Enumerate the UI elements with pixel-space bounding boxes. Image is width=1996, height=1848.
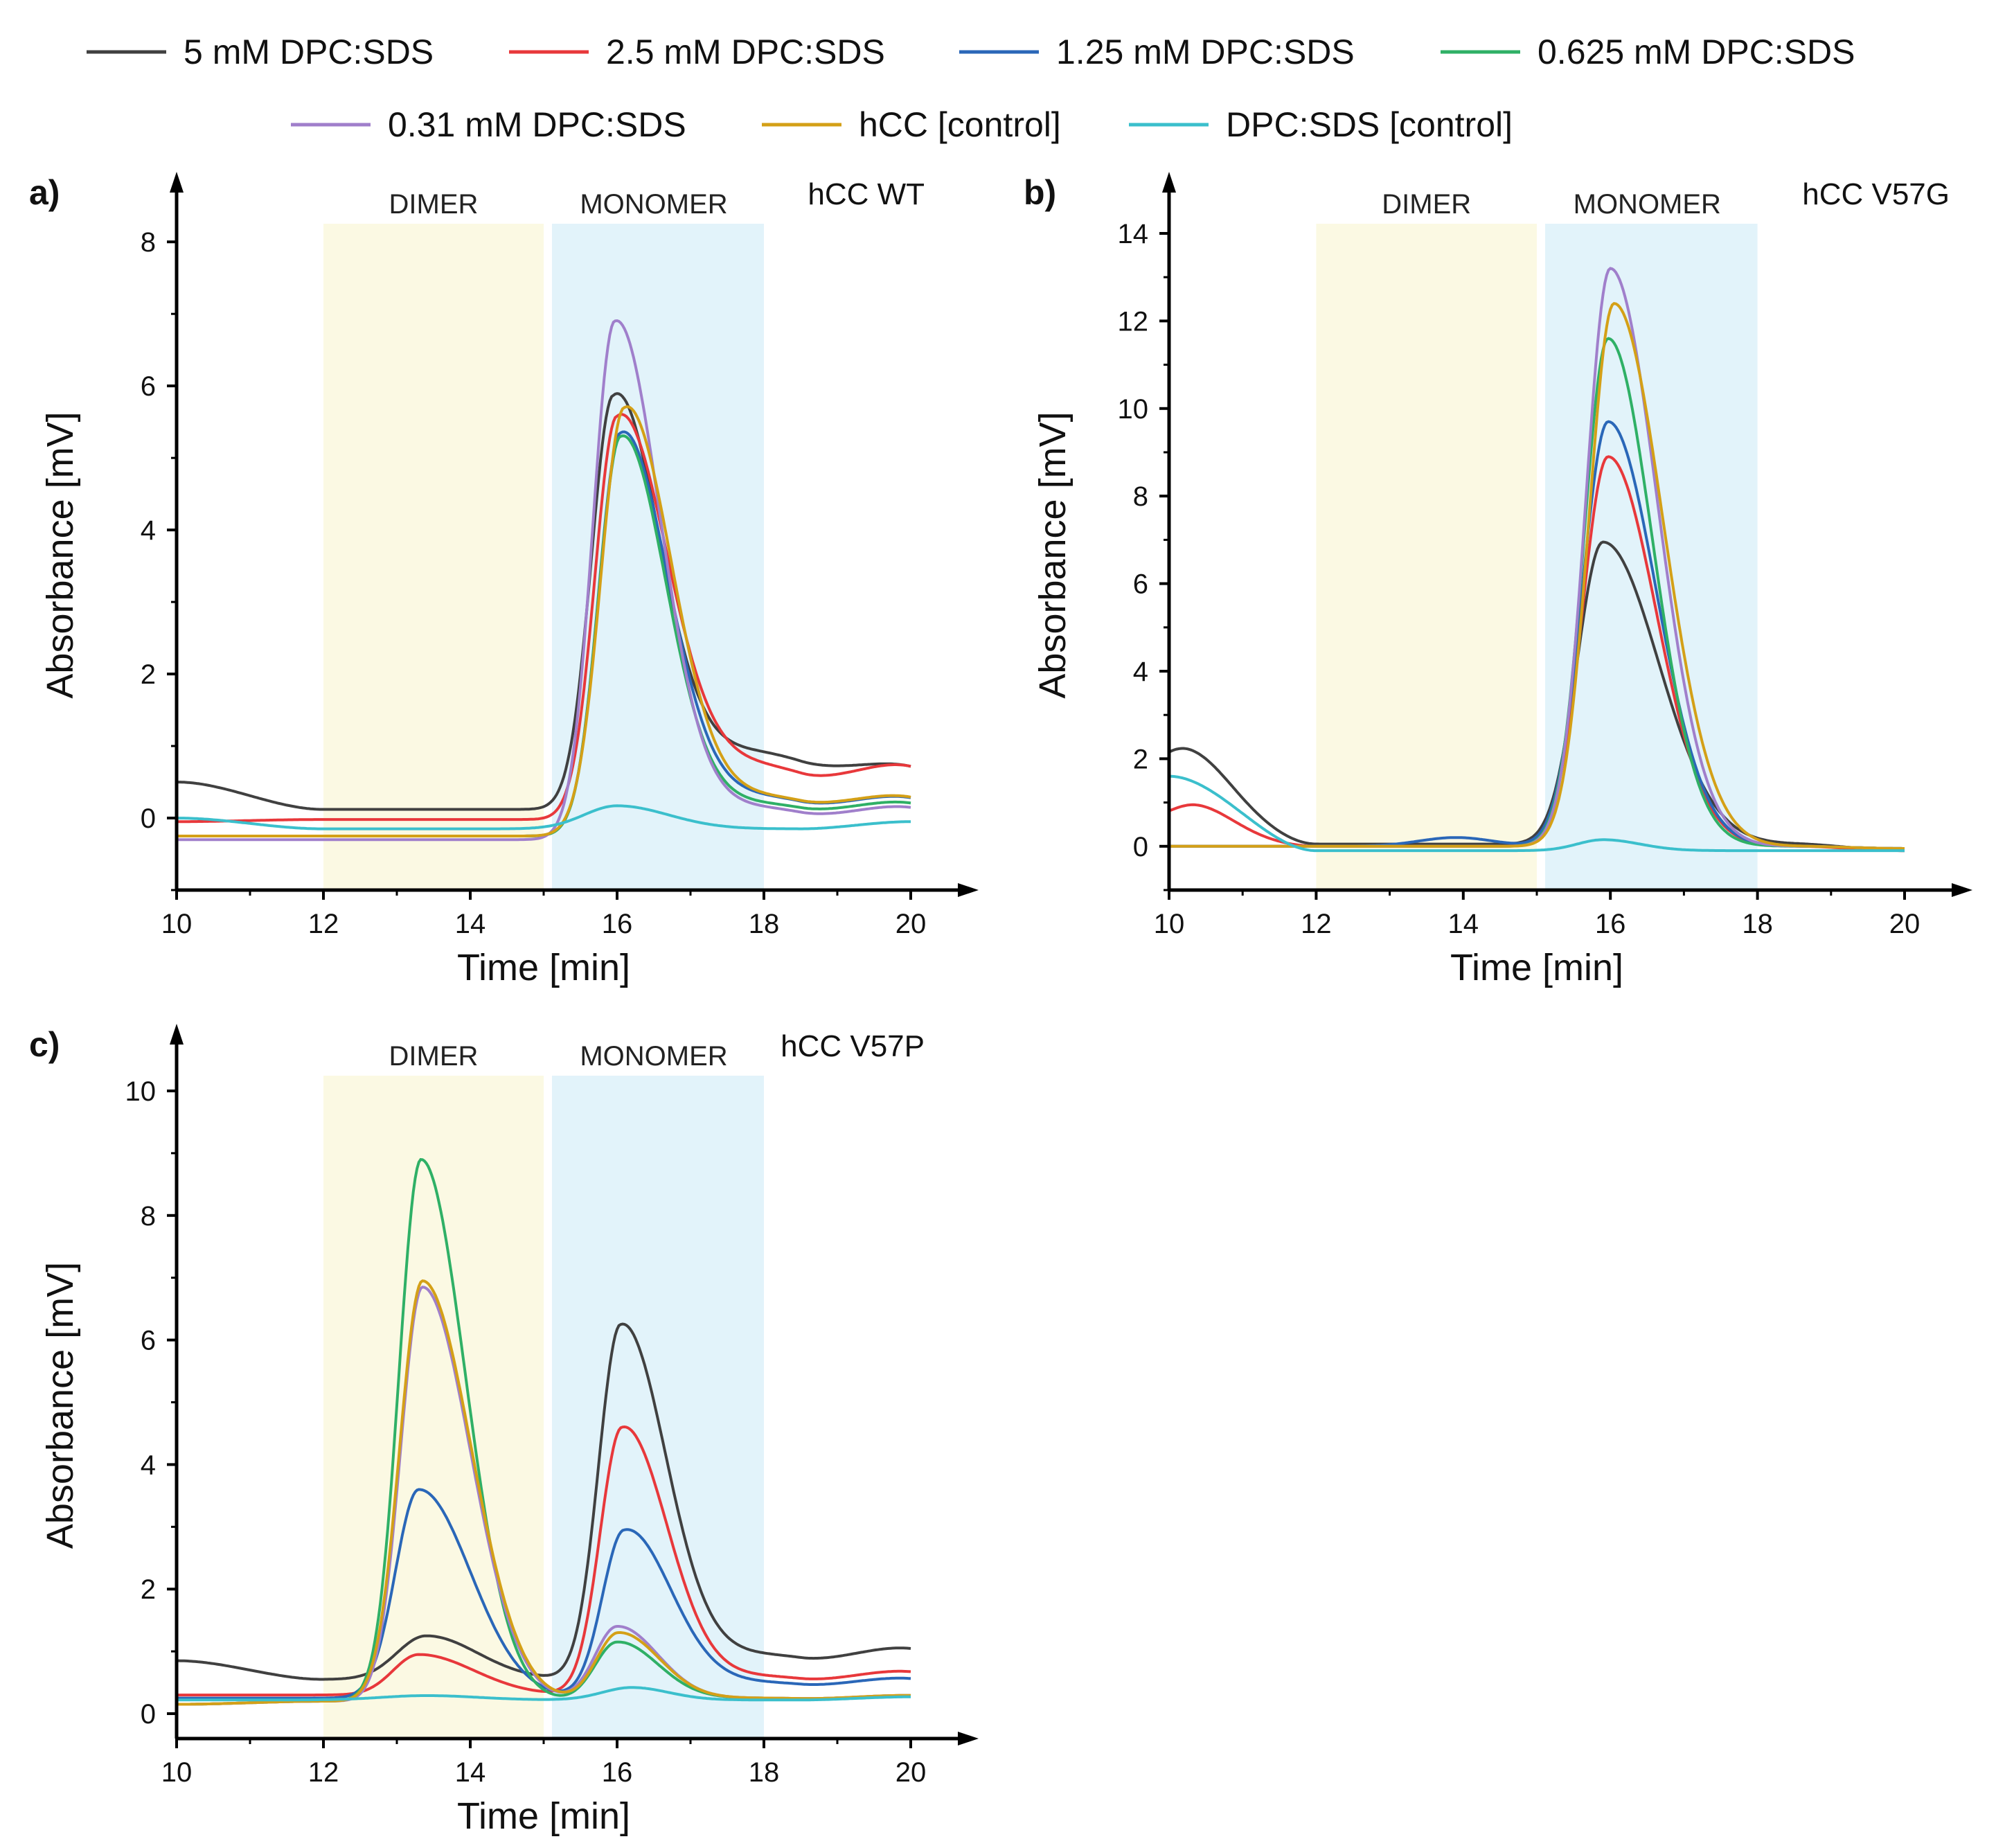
series-line <box>177 319 911 842</box>
panel-c: DIMER MONOMER 10 12 14 16 18 20 0 2 4 6 8 10 Time [min… <box>29 1024 979 1837</box>
legend-label: 5 mM DPC:SDS <box>184 33 434 71</box>
monomer-region <box>552 224 764 890</box>
legend: 5 mM DPC:SDS 2.5 mM DPC:SDS 1.25 mM DPC:SD… <box>87 33 1855 144</box>
y-axis-arrow <box>170 1024 184 1045</box>
legend-label: 0.31 mM DPC:SDS <box>388 105 686 144</box>
panel-letter: a) <box>29 173 60 212</box>
x-tick-label: 18 <box>749 909 780 939</box>
x-tick-label: 14 <box>455 1757 486 1788</box>
legend-label: hCC [control] <box>859 105 1061 144</box>
y-tick-label: 2 <box>141 1574 156 1605</box>
y-tick-label: 10 <box>125 1076 157 1107</box>
y-tick-label: 4 <box>141 1450 156 1480</box>
y-tick-label: 2 <box>141 659 156 690</box>
y-tick-label: 10 <box>1118 394 1149 425</box>
x-tick-label: 12 <box>1301 909 1332 939</box>
y-tick-label: 14 <box>1118 219 1149 249</box>
monomer-label: MONOMER <box>1574 189 1721 220</box>
y-axis-title: Absorbance [mV] <box>39 411 81 698</box>
y-tick-label: 12 <box>1118 306 1149 337</box>
x-tick-label: 18 <box>749 1757 780 1788</box>
panel-letter: c) <box>29 1025 60 1064</box>
series-line <box>177 1488 911 1700</box>
y-tick-label: 0 <box>141 803 156 834</box>
x-tick-label: 12 <box>308 909 339 939</box>
y-tick-label: 4 <box>141 515 156 546</box>
x-axis-arrow <box>1952 883 1972 897</box>
x-tick-label: 10 <box>161 1757 193 1788</box>
panel-title: hCC V57G <box>1802 177 1950 211</box>
y-tick-label: 6 <box>1133 569 1148 600</box>
y-tick-label: 4 <box>1133 657 1148 687</box>
x-tick-label: 20 <box>895 909 927 939</box>
x-tick-label: 14 <box>455 909 486 939</box>
panel-letter: b) <box>1024 173 1056 212</box>
monomer-label: MONOMER <box>580 189 727 220</box>
monomer-label: MONOMER <box>580 1041 727 1072</box>
series-line <box>176 1279 911 1706</box>
y-tick-label: 0 <box>141 1699 156 1730</box>
y-axis-arrow <box>170 172 184 193</box>
y-tick-label: 0 <box>1133 832 1148 862</box>
panel-title: hCC V57P <box>781 1029 925 1063</box>
dimer-label: DIMER <box>389 1041 479 1072</box>
legend-label: 1.25 mM DPC:SDS <box>1056 33 1355 71</box>
monomer-region <box>552 1076 764 1739</box>
x-tick-label: 16 <box>1595 909 1626 939</box>
y-tick-label: 8 <box>1133 481 1148 512</box>
y-axis-arrow <box>1162 172 1176 193</box>
x-tick-label: 16 <box>602 909 633 939</box>
series-line <box>177 413 911 824</box>
dimer-region <box>323 224 544 890</box>
series-line <box>177 1322 911 1681</box>
y-tick-label: 2 <box>1133 744 1148 774</box>
dimer-label: DIMER <box>389 189 479 220</box>
y-axis-title: Absorbance [mV] <box>1032 411 1073 698</box>
x-tick-label: 12 <box>308 1757 339 1788</box>
series-line <box>1168 540 1905 853</box>
series-line <box>176 392 911 811</box>
panel-a: DIMER MONOMER 10 12 14 16 18 20 0 2 4 6 8 Time [min] A… <box>29 172 979 988</box>
panel-title: hCC WT <box>808 177 925 211</box>
y-tick-label: 6 <box>141 1326 156 1356</box>
x-tick-label: 14 <box>1448 909 1479 939</box>
x-tick-label: 20 <box>1889 909 1921 939</box>
y-tick-label: 8 <box>141 1201 156 1232</box>
series-line <box>1169 774 1905 853</box>
legend-label: 0.625 mM DPC:SDS <box>1538 33 1855 71</box>
x-tick-label: 18 <box>1742 909 1773 939</box>
dimer-label: DIMER <box>1382 189 1471 220</box>
dimer-region <box>1316 224 1537 890</box>
x-axis-arrow <box>958 1732 979 1745</box>
x-tick-label: 16 <box>602 1757 633 1788</box>
x-axis-title: Time [min] <box>457 1795 630 1837</box>
y-tick-label: 8 <box>141 227 156 258</box>
series-line <box>177 1425 911 1697</box>
x-axis-arrow <box>958 883 979 897</box>
x-tick-label: 10 <box>161 909 193 939</box>
series-line <box>177 804 911 830</box>
y-axis-title: Absorbance [mV] <box>39 1262 81 1549</box>
y-tick-label: 6 <box>141 371 156 402</box>
legend-label: DPC:SDS [control] <box>1226 105 1513 144</box>
series-line <box>177 1686 911 1702</box>
x-axis-title: Time [min] <box>457 947 630 988</box>
x-tick-label: 20 <box>895 1757 927 1788</box>
series-line <box>177 405 911 837</box>
legend-label: 2.5 mM DPC:SDS <box>606 33 885 71</box>
panel-b: DIMER MONOMER 10 12 14 16 18 20 0 2 4 6 8 10 12 14 Time … <box>1024 172 1972 988</box>
x-axis-title: Time [min] <box>1450 947 1623 988</box>
x-tick-label: 10 <box>1154 909 1185 939</box>
dimer-region <box>323 1076 544 1739</box>
